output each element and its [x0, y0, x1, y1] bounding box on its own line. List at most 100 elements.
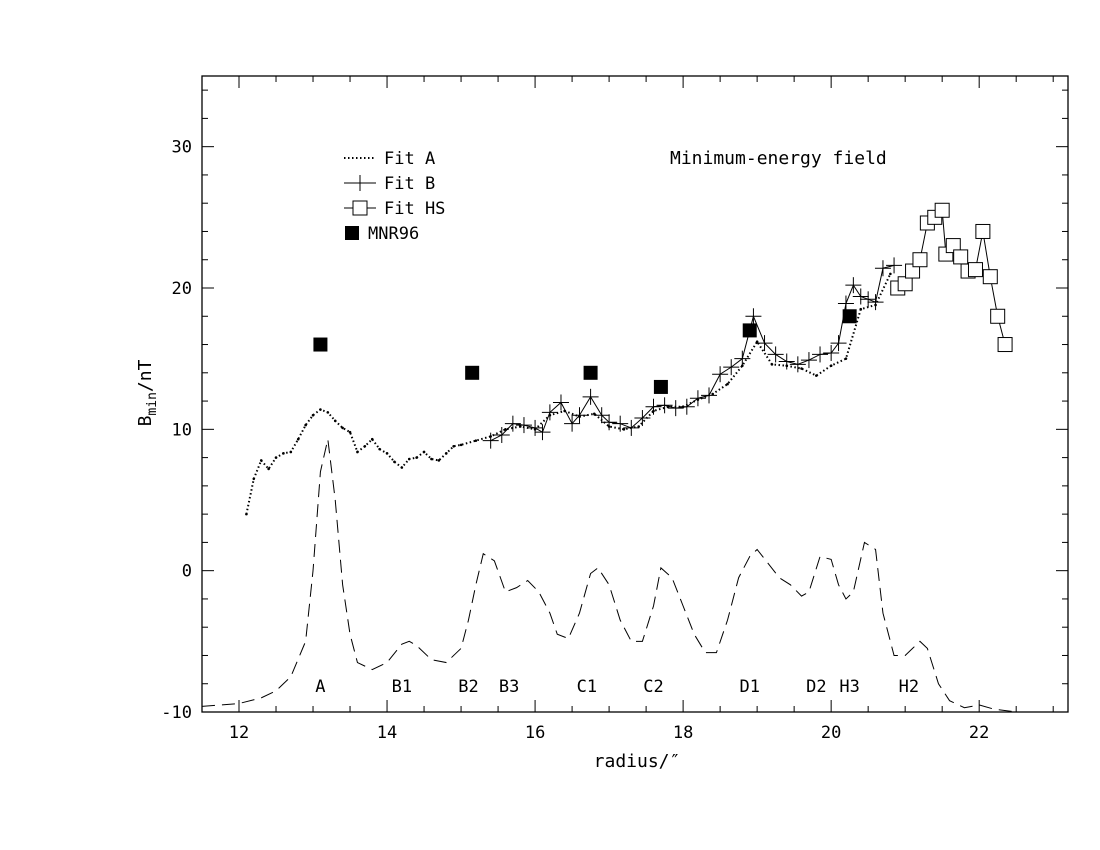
fit-a-point: [319, 408, 322, 411]
mnr96-point: [653, 379, 668, 394]
component-label-b2: B2: [458, 677, 478, 697]
fit-a-point: [770, 363, 774, 366]
y-axis-label-main: B: [135, 416, 156, 427]
fit-b-point: [527, 419, 544, 436]
fit-a-point: [800, 367, 803, 370]
fit-a-point: [289, 450, 293, 454]
series-profile: [201, 439, 1068, 713]
legend-label: Fit B: [384, 174, 435, 194]
legend-swatch-marker: [345, 226, 359, 240]
legend-item-fit-b: Fit B: [344, 174, 435, 194]
component-label-c2: C2: [643, 677, 663, 697]
fit-b-point: [837, 295, 854, 312]
fit-b-point: [745, 308, 762, 325]
legend-label: Fit A: [384, 149, 435, 169]
mnr96-point: [842, 309, 857, 324]
fit-a-point: [474, 439, 478, 442]
axis-ticks: 12 14 16 18 20 22 -10 0 10 20 30: [161, 76, 1068, 743]
fit-hs-point: [990, 308, 1006, 324]
fit-a-point: [274, 456, 278, 459]
fit-b-point: [552, 394, 569, 411]
fit-b-point: [541, 404, 558, 421]
fit-b-point: [564, 415, 581, 432]
y-tick-label: 0: [182, 562, 192, 582]
series-fit-a: [245, 272, 892, 516]
fit-b-point: [645, 398, 662, 415]
series-mnr96: [313, 309, 857, 394]
fit-b-point: [830, 335, 847, 352]
fit-a-point: [592, 412, 596, 416]
fit-a-point: [363, 444, 367, 448]
fit-b-point: [656, 397, 673, 414]
fit-a-point: [637, 425, 641, 428]
fit-b-point: [812, 346, 829, 363]
fit-a-point: [829, 364, 833, 368]
fit-b-point: [712, 366, 729, 383]
fit-a-point: [430, 457, 433, 461]
component-label-h2: H2: [899, 677, 919, 697]
fit-b-point: [571, 407, 588, 424]
fit-a-point: [378, 447, 381, 451]
fit-hs-point: [967, 262, 983, 278]
legend-item-fit-a: Fit A: [344, 149, 435, 169]
fit-a-point: [459, 443, 463, 447]
legend-item-mnr96: MNR96: [345, 224, 419, 244]
y-tick-label: 20: [172, 279, 192, 299]
fit-a-point: [711, 392, 715, 396]
fit-a-point: [444, 452, 448, 455]
fit-a-point: [407, 457, 411, 461]
series-fit-hs: [890, 202, 1013, 353]
fit-b-point: [593, 407, 610, 424]
fit-a-point: [889, 272, 892, 276]
fit-b-point: [701, 387, 718, 404]
legend-label: MNR96: [368, 224, 419, 244]
legend-swatch-marker: [352, 200, 368, 216]
fit-hs-point: [934, 202, 950, 218]
fit-b-point: [789, 356, 806, 373]
fit-a-point: [815, 374, 818, 377]
fit-b-point: [515, 417, 532, 434]
fit-b-point: [723, 359, 740, 376]
series-fit-b: [482, 257, 903, 449]
fit-a-point: [393, 460, 396, 464]
mnr96-point: [313, 337, 328, 352]
component-label-b1: B1: [392, 677, 412, 697]
fit-a-point: [622, 428, 626, 431]
fit-a-line: [245, 273, 892, 515]
fit-b-point: [886, 257, 903, 274]
x-axis-label: radius/″: [594, 751, 681, 772]
legend-item-fit-hs: Fit HS: [344, 199, 445, 219]
fit-a-point: [755, 340, 759, 344]
fit-hs-point: [953, 249, 969, 265]
plot-border: [201, 75, 1069, 713]
fit-a-point: [348, 430, 352, 434]
fit-a-point: [252, 477, 256, 481]
fit-b-point: [504, 415, 521, 432]
fit-a-point: [304, 423, 307, 427]
component-label-c1: C1: [577, 677, 597, 697]
fit-a-point: [356, 450, 359, 454]
fit-a-point: [311, 413, 315, 417]
plot-frame: [201, 75, 1069, 713]
fit-b-point: [852, 288, 869, 305]
fit-b-point: [493, 426, 510, 443]
y-tick-label: -10: [161, 703, 192, 723]
fit-a-point: [844, 357, 848, 360]
component-label-b3: B3: [499, 677, 519, 697]
mnr96-point: [742, 323, 757, 338]
fit-a-point: [415, 456, 418, 459]
x-tick-label: 12: [229, 723, 249, 743]
component-labels: A B1 B2 B3 C1 C2 D1 D2 H3 H2: [315, 677, 919, 697]
y-tick-label: 10: [172, 420, 192, 440]
fit-b-point: [623, 419, 640, 436]
legend-swatch-marker: [352, 175, 368, 191]
fit-a-point: [267, 467, 270, 471]
series-layer: [201, 202, 1068, 713]
fit-b-point: [823, 345, 840, 362]
fit-hs-point: [897, 276, 913, 292]
component-label-a: A: [315, 677, 325, 697]
fit-b-point: [601, 414, 618, 431]
fit-b-point: [689, 390, 706, 407]
component-label-d2: D2: [806, 677, 826, 697]
fit-b-point: [778, 353, 795, 370]
